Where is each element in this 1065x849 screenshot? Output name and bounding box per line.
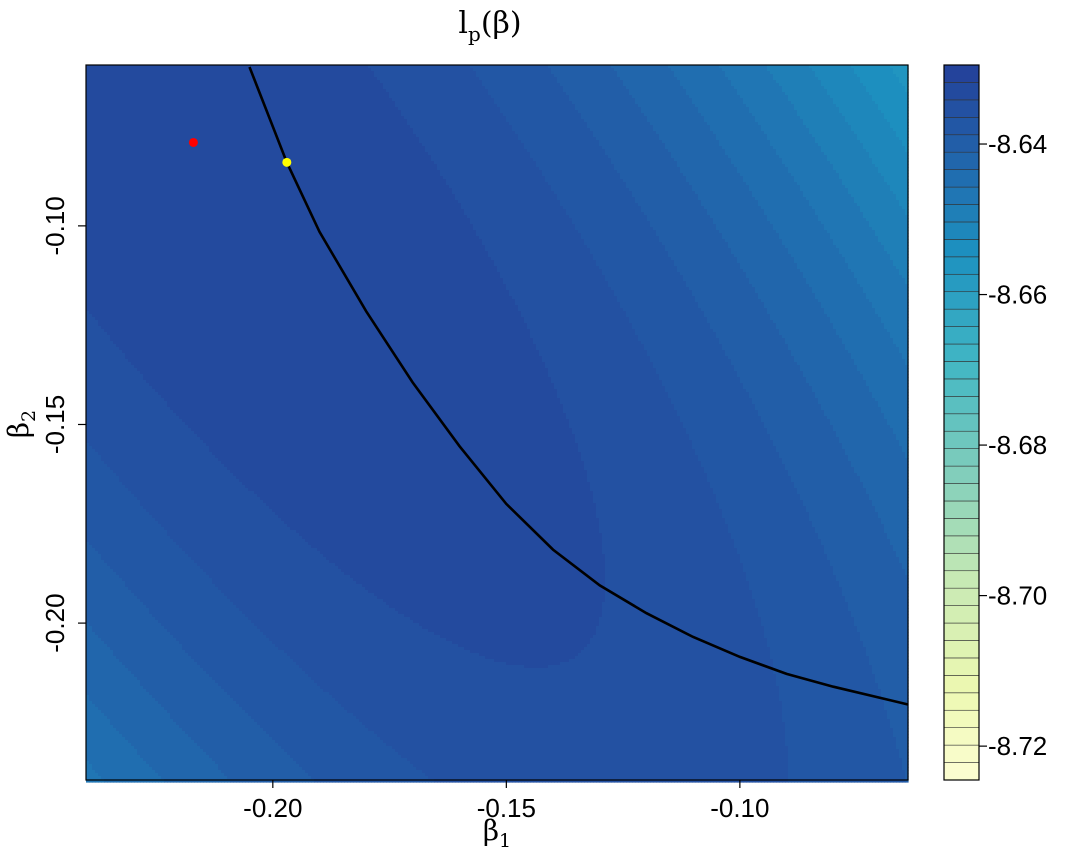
colorbar-band — [944, 82, 979, 99]
colorbar-band — [944, 152, 979, 169]
chart-title: lp(β) — [458, 6, 521, 46]
unconstrained-max-point — [189, 138, 198, 147]
colorbar-band — [944, 239, 979, 256]
colorbar-band — [944, 501, 979, 518]
colorbar-band — [944, 205, 979, 222]
colorbar-tick-label: -8.68 — [988, 430, 1047, 460]
colorbar-band — [944, 257, 979, 274]
colorbar-tick-label: -8.72 — [988, 731, 1047, 761]
colorbar-band — [944, 222, 979, 239]
colorbar-band — [944, 710, 979, 727]
colorbar-band — [944, 588, 979, 605]
colorbar-band — [944, 763, 979, 780]
y-tick-label: -0.20 — [40, 593, 70, 652]
colorbar-band — [944, 571, 979, 588]
colorbar-band — [944, 745, 979, 762]
colorbar-band — [944, 623, 979, 640]
colorbar-band — [944, 431, 979, 448]
x-tick-label: -0.20 — [243, 793, 302, 823]
heatmap-surface — [86, 65, 909, 783]
colorbar-band — [944, 449, 979, 466]
y-tick-label: -0.10 — [40, 196, 70, 255]
colorbar-band — [944, 518, 979, 535]
colorbar-band — [944, 135, 979, 152]
colorbar-band — [944, 100, 979, 117]
colorbar-band — [944, 553, 979, 570]
colorbar-band — [944, 309, 979, 326]
colorbar-band — [944, 606, 979, 623]
colorbar-tick-label: -8.64 — [988, 129, 1047, 159]
colorbar-band — [944, 414, 979, 431]
x-tick-label: -0.10 — [710, 793, 769, 823]
colorbar-band — [944, 379, 979, 396]
colorbar-band — [944, 728, 979, 745]
colorbar-band — [944, 327, 979, 344]
plot-area — [86, 65, 909, 783]
colorbar-band — [944, 484, 979, 501]
colorbar-band — [944, 658, 979, 675]
colorbar-axis: -8.64 -8.66 -8.68 -8.70 -8.72 — [979, 129, 1047, 761]
colorbar-band — [944, 117, 979, 134]
colorbar-band — [944, 396, 979, 413]
colorbar-band — [944, 466, 979, 483]
colorbar-band — [944, 65, 979, 82]
colorbar-band — [944, 361, 979, 378]
colorbar-band — [944, 274, 979, 291]
colorbar-band — [944, 536, 979, 553]
colorbar — [944, 65, 979, 780]
y-tick-label: -0.15 — [40, 395, 70, 454]
colorbar-band — [944, 170, 979, 187]
colorbar-band — [944, 292, 979, 309]
colorbar-band — [944, 640, 979, 657]
y-axis: -0.20 -0.15 -0.10 — [40, 196, 86, 652]
constrained-max-point — [282, 158, 291, 167]
colorbar-band — [944, 675, 979, 692]
colorbar-tick-label: -8.70 — [988, 581, 1047, 611]
colorbar-band — [944, 693, 979, 710]
colorbar-tick-label: -8.66 — [988, 280, 1047, 310]
colorbar-band — [944, 187, 979, 204]
x-axis: -0.20 -0.15 -0.10 — [243, 780, 769, 823]
y-axis-label: β2 — [2, 410, 40, 438]
colorbar-band — [944, 344, 979, 361]
